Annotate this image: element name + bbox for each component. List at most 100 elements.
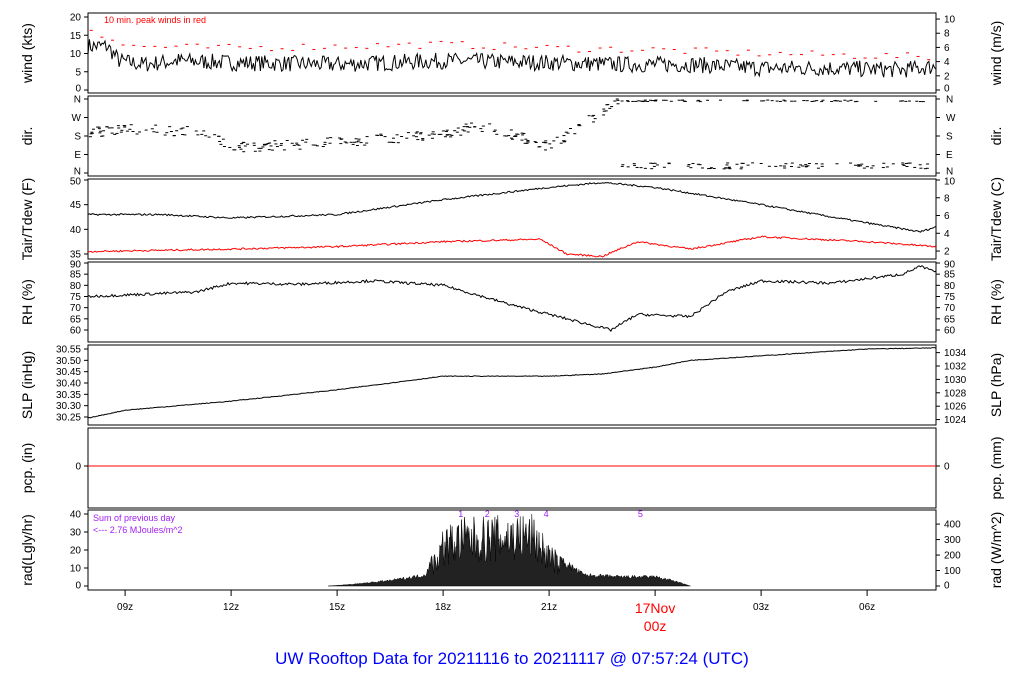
- rad-sum-value: <--- 2.76 MJoules/m^2: [93, 525, 183, 535]
- y-tick-label-right: 75: [944, 292, 956, 303]
- y-tick-label: 10: [70, 564, 82, 575]
- y-tick-label: 30.55: [56, 345, 81, 356]
- y-tick-label: 65: [70, 314, 82, 325]
- y-tick-label-right: 100: [944, 566, 961, 577]
- y-tick-label-right: 6: [944, 211, 950, 222]
- y-tick-label-right: E: [946, 150, 953, 161]
- rad-marker: 3: [514, 509, 519, 519]
- y-tick-label-right: 1034: [944, 348, 967, 359]
- y-tick-label-right: N: [946, 95, 953, 106]
- y-tick-label-right: 400: [944, 520, 961, 531]
- y-tick-label-right: 1032: [944, 362, 967, 373]
- y-tick-label: 0: [75, 84, 81, 95]
- peak-wind-annotation: 10 min. peak winds in red: [104, 15, 206, 25]
- y-tick-label-right: N: [946, 167, 953, 178]
- y-axis-label-right: pcp. (mm): [988, 437, 1004, 500]
- y-tick-label: 70: [70, 303, 82, 314]
- y-tick-label: 10: [70, 49, 82, 60]
- rad-marker: 2: [485, 509, 490, 519]
- y-tick-label: 20: [70, 546, 82, 557]
- y-tick-label: 50: [70, 177, 82, 188]
- y-tick-label: 20: [70, 13, 82, 24]
- panel-frame-temp: [87, 178, 937, 260]
- y-tick-label-right: 6: [944, 43, 950, 54]
- y-tick-label: 40: [70, 510, 82, 521]
- y-tick-label: 30.35: [56, 390, 81, 401]
- y-tick-label: 35: [70, 250, 82, 261]
- y-axis-label: rad(Lgly/hr): [19, 514, 35, 586]
- rad-marker: 1: [458, 509, 463, 519]
- y-tick-label-right: 1030: [944, 375, 967, 386]
- panel-frame-slp: [87, 344, 937, 426]
- x-tick-label: 15z: [329, 602, 345, 613]
- y-tick-label-right: 0: [944, 581, 950, 592]
- y-axis-label: pcp. (in): [19, 443, 35, 494]
- rad-sum-annotation: Sum of previous day: [93, 513, 176, 523]
- x-tick-label: 21z: [541, 602, 557, 613]
- y-tick-label: 75: [70, 292, 82, 303]
- y-tick-label: 30.40: [56, 379, 81, 390]
- day-label: 17Nov: [635, 600, 675, 616]
- y-tick-label-right: 4: [944, 229, 950, 240]
- y-axis-label: wind (kts): [19, 23, 35, 84]
- y-tick-label-right: 300: [944, 535, 961, 546]
- y-tick-label: 0: [75, 462, 81, 473]
- y-tick-label-right: 1026: [944, 402, 967, 413]
- rad-marker: 5: [638, 509, 643, 519]
- x-tick-label: 09z: [117, 602, 133, 613]
- y-tick-label-right: 10: [944, 177, 956, 188]
- series-slp: [87, 347, 937, 419]
- series-tair: [87, 182, 937, 233]
- y-tick-label-right: 70: [944, 303, 956, 314]
- y-tick-label: 80: [70, 281, 82, 292]
- y-axis-label: Tair/Tdew (F): [19, 178, 35, 260]
- y-axis-label-right: rad (W/m^2): [988, 512, 1004, 589]
- y-tick-label-right: 200: [944, 551, 961, 562]
- y-tick-label-right: 90: [944, 260, 956, 271]
- y-tick-label-right: 85: [944, 270, 956, 281]
- y-tick-label-right: 80: [944, 281, 956, 292]
- y-tick-label-right: 2: [944, 71, 950, 82]
- y-tick-label: N: [74, 95, 81, 106]
- panel-frame-rh: [87, 261, 937, 343]
- series-rad: [328, 513, 691, 587]
- y-tick-label: 60: [70, 326, 82, 337]
- y-tick-label-right: 2: [944, 247, 950, 258]
- y-axis-label-right: dir.: [988, 127, 1004, 146]
- chart-title: UW Rooftop Data for 20211116 to 20211117…: [275, 649, 749, 668]
- y-tick-label-right: 10: [944, 15, 956, 26]
- series-tdew: [87, 235, 937, 258]
- y-tick-label-right: 8: [944, 29, 950, 40]
- y-tick-label: 45: [70, 200, 82, 211]
- y-axis-label-right: wind (m/s): [988, 21, 1004, 87]
- rad-marker: 4: [544, 509, 549, 519]
- x-tick-label: 18z: [435, 602, 451, 613]
- y-tick-label: W: [72, 113, 82, 124]
- y-tick-label-right: 0: [944, 462, 950, 473]
- y-tick-label: 85: [70, 270, 82, 281]
- y-tick-label-right: 1024: [944, 415, 967, 426]
- x-tick-label: 03z: [753, 602, 769, 613]
- series-rh: [88, 265, 937, 332]
- y-tick-label-right: S: [946, 132, 953, 143]
- y-tick-label: 90: [70, 260, 82, 271]
- y-tick-label: 30.25: [56, 413, 81, 424]
- y-tick-label: 30.50: [56, 356, 81, 367]
- y-tick-label: 15: [70, 31, 82, 42]
- y-axis-label-right: Tair/Tdew (C): [988, 177, 1004, 261]
- y-axis-label: SLP (inHg): [19, 351, 35, 419]
- y-tick-label-right: 1028: [944, 388, 967, 399]
- x-tick-label: 12z: [223, 602, 239, 613]
- y-tick-label-right: 60: [944, 326, 956, 337]
- y-axis-label-right: RH (%): [988, 279, 1004, 325]
- y-tick-label: 30: [70, 528, 82, 539]
- y-tick-label-right: 8: [944, 193, 950, 204]
- y-axis-label: RH (%): [19, 279, 35, 325]
- panel-frame-pcp: [87, 427, 937, 509]
- y-tick-label: S: [74, 132, 81, 143]
- y-tick-label-right: 65: [944, 314, 956, 325]
- y-tick-label: 40: [70, 225, 82, 236]
- y-tick-label: 30.45: [56, 367, 81, 378]
